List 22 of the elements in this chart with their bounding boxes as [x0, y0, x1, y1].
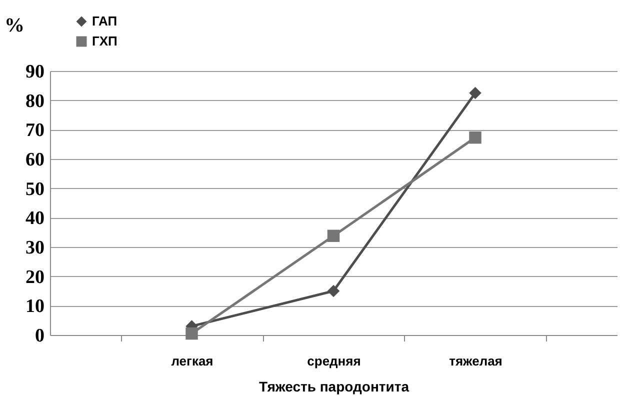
y-tick-label: 40 — [26, 208, 44, 230]
y-tick-label: 70 — [26, 120, 44, 142]
y-tick-label: 0 — [35, 326, 44, 346]
point — [469, 86, 482, 100]
y-tick-label: 80 — [26, 90, 44, 112]
y-tick-label: 90 — [26, 62, 44, 82]
y-tick-label: 60 — [26, 150, 44, 170]
y-tick-label: 50 — [26, 178, 44, 200]
legend-label: ГХП — [92, 34, 118, 48]
y-axis-title: % — [4, 14, 24, 36]
y-tick-label: 30 — [26, 238, 44, 258]
legend-label: ГАП — [92, 14, 118, 28]
x-tick-label: тяжелая — [449, 354, 502, 368]
y-tick-label: 10 — [26, 296, 44, 318]
y-tick-label: 20 — [26, 266, 44, 288]
x-tick-label: легкая — [171, 354, 214, 368]
point — [469, 131, 482, 144]
point — [327, 284, 340, 298]
point — [186, 327, 198, 340]
x-tick-label: средняя — [307, 354, 361, 368]
point — [327, 230, 340, 242]
x-axis-title: Тяжесть пародонтита — [258, 378, 410, 394]
